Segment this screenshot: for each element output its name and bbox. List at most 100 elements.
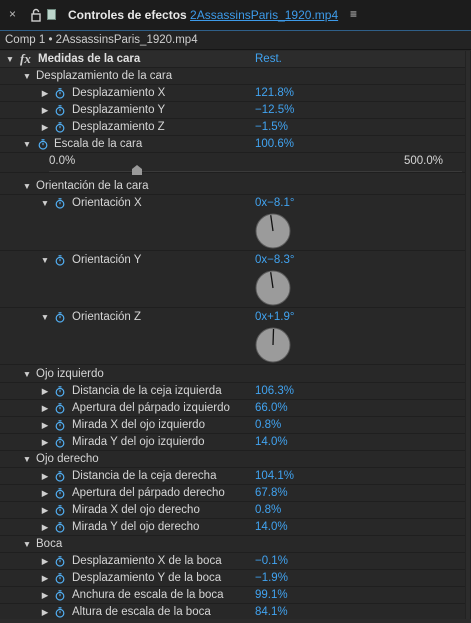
lock-icon[interactable] bbox=[30, 8, 42, 22]
property-value[interactable]: 0x+1.9° bbox=[255, 311, 295, 323]
disclosure-triangle-icon[interactable]: ▼ bbox=[5, 54, 15, 64]
vertical-scrollbar[interactable] bbox=[465, 51, 471, 623]
stopwatch-icon[interactable] bbox=[55, 88, 65, 99]
disclosure-triangle-icon[interactable]: ▼ bbox=[40, 255, 50, 265]
face-scale-slider[interactable] bbox=[49, 165, 462, 175]
property-value[interactable]: 100.6% bbox=[255, 138, 295, 150]
property-row[interactable]: ▶ Mirada Y del ojo derecho 14.0% bbox=[0, 519, 465, 536]
group-face-offset[interactable]: ▼ Desplazamiento de la cara bbox=[0, 68, 465, 85]
stopwatch-icon[interactable] bbox=[55, 471, 65, 482]
slider-thumb[interactable] bbox=[132, 165, 143, 175]
expand-triangle-icon[interactable]: ▶ bbox=[41, 607, 49, 617]
expand-triangle-icon[interactable]: ▶ bbox=[41, 573, 49, 583]
property-value[interactable]: 0.8% bbox=[255, 504, 282, 516]
property-row[interactable]: ▶ Desplazamiento Z −1.5% bbox=[0, 119, 465, 136]
property-row[interactable]: ▶ Apertura del párpado derecho 67.8% bbox=[0, 485, 465, 502]
property-row-face-scale[interactable]: ▼ Escala de la cara 100.6% bbox=[0, 136, 465, 153]
expand-triangle-icon[interactable]: ▶ bbox=[41, 590, 49, 600]
property-value[interactable]: 99.1% bbox=[255, 589, 288, 601]
property-value[interactable]: −12.5% bbox=[255, 104, 295, 116]
property-value[interactable]: 0.8% bbox=[255, 419, 282, 431]
stopwatch-icon[interactable] bbox=[55, 105, 65, 116]
property-row[interactable]: ▶ Mirada X del ojo izquierdo 0.8% bbox=[0, 417, 465, 434]
angle-dial[interactable] bbox=[255, 213, 291, 249]
property-row[interactable]: ▶ Desplazamiento X de la boca −0.1% bbox=[0, 553, 465, 570]
expand-triangle-icon[interactable]: ▶ bbox=[41, 105, 49, 115]
stopwatch-icon[interactable] bbox=[55, 312, 65, 323]
property-row[interactable]: ▶ Desplazamiento Y de la boca −1.9% bbox=[0, 570, 465, 587]
property-value[interactable]: 0x−8.1° bbox=[255, 197, 295, 209]
property-value[interactable]: 0x−8.3° bbox=[255, 254, 295, 266]
property-value[interactable]: 121.8% bbox=[255, 87, 295, 99]
property-value[interactable]: −0.1% bbox=[255, 555, 288, 567]
stopwatch-icon[interactable] bbox=[55, 122, 65, 133]
effect-row-medidas[interactable]: ▼ fx Medidas de la cara Rest. bbox=[0, 51, 465, 68]
stopwatch-icon[interactable] bbox=[55, 255, 65, 266]
disclosure-triangle-icon[interactable]: ▼ bbox=[22, 539, 32, 549]
property-row[interactable]: ▶ Desplazamiento X 121.8% bbox=[0, 85, 465, 102]
expand-triangle-icon[interactable]: ▶ bbox=[41, 88, 49, 98]
expand-triangle-icon[interactable]: ▶ bbox=[41, 437, 49, 447]
stopwatch-icon[interactable] bbox=[55, 590, 65, 601]
group-mouth[interactable]: ▼ Boca bbox=[0, 536, 465, 553]
stopwatch-icon[interactable] bbox=[38, 139, 48, 150]
stopwatch-icon[interactable] bbox=[55, 556, 65, 567]
angle-dial[interactable] bbox=[255, 270, 291, 306]
property-value[interactable]: 84.1% bbox=[255, 606, 288, 618]
property-value[interactable]: −1.5% bbox=[255, 121, 288, 133]
property-row-orientation-y[interactable]: ▼ Orientación Y 0x−8.3° bbox=[0, 252, 465, 308]
expand-triangle-icon[interactable]: ▶ bbox=[41, 403, 49, 413]
stopwatch-icon[interactable] bbox=[55, 505, 65, 516]
stopwatch-icon[interactable] bbox=[55, 522, 65, 533]
disclosure-triangle-icon[interactable]: ▼ bbox=[22, 139, 32, 149]
group-face-orientation[interactable]: ▼ Orientación de la cara bbox=[0, 178, 465, 195]
disclosure-triangle-icon[interactable]: ▼ bbox=[40, 312, 50, 322]
stopwatch-icon[interactable] bbox=[55, 386, 65, 397]
angle-dial[interactable] bbox=[255, 327, 291, 363]
property-row[interactable]: ▶ Anchura de escala de la boca 99.1% bbox=[0, 587, 465, 604]
group-right-eye[interactable]: ▼ Ojo derecho bbox=[0, 451, 465, 468]
property-value[interactable]: 66.0% bbox=[255, 402, 288, 414]
fx-icon[interactable]: fx bbox=[20, 51, 31, 66]
property-row[interactable]: ▶ Mirada X del ojo derecho 0.8% bbox=[0, 502, 465, 519]
close-icon[interactable]: × bbox=[9, 7, 17, 21]
property-value[interactable]: 67.8% bbox=[255, 487, 288, 499]
group-left-eye[interactable]: ▼ Ojo izquierdo bbox=[0, 366, 465, 383]
property-value[interactable]: 14.0% bbox=[255, 436, 288, 448]
disclosure-triangle-icon[interactable]: ▼ bbox=[22, 181, 32, 191]
stopwatch-icon[interactable] bbox=[55, 607, 65, 618]
expand-triangle-icon[interactable]: ▶ bbox=[41, 420, 49, 430]
property-value[interactable]: −1.9% bbox=[255, 572, 288, 584]
disclosure-triangle-icon[interactable]: ▼ bbox=[22, 454, 32, 464]
disclosure-triangle-icon[interactable]: ▼ bbox=[22, 369, 32, 379]
property-row[interactable]: ▶ Distancia de la ceja izquierda 106.3% bbox=[0, 383, 465, 400]
property-value[interactable]: 14.0% bbox=[255, 521, 288, 533]
property-row-orientation-x[interactable]: ▼ Orientación X 0x−8.1° bbox=[0, 195, 465, 251]
expand-triangle-icon[interactable]: ▶ bbox=[41, 488, 49, 498]
scrollbar-thumb[interactable] bbox=[466, 51, 470, 621]
expand-triangle-icon[interactable]: ▶ bbox=[41, 386, 49, 396]
expand-triangle-icon[interactable]: ▶ bbox=[41, 522, 49, 532]
property-row[interactable]: ▶ Desplazamiento Y −12.5% bbox=[0, 102, 465, 119]
stopwatch-icon[interactable] bbox=[55, 488, 65, 499]
reset-link[interactable]: Rest. bbox=[255, 53, 282, 65]
expand-triangle-icon[interactable]: ▶ bbox=[41, 556, 49, 566]
expand-triangle-icon[interactable]: ▶ bbox=[41, 505, 49, 515]
property-row-orientation-z[interactable]: ▼ Orientación Z 0x+1.9° bbox=[0, 309, 465, 365]
expand-triangle-icon[interactable]: ▶ bbox=[41, 471, 49, 481]
disclosure-triangle-icon[interactable]: ▼ bbox=[40, 198, 50, 208]
property-value[interactable]: 104.1% bbox=[255, 470, 295, 482]
expand-triangle-icon[interactable]: ▶ bbox=[41, 122, 49, 132]
stopwatch-icon[interactable] bbox=[55, 573, 65, 584]
disclosure-triangle-icon[interactable]: ▼ bbox=[22, 71, 32, 81]
property-row[interactable]: ▶ Distancia de la ceja derecha 104.1% bbox=[0, 468, 465, 485]
panel-title-file-link[interactable]: 2AssassinsParis_1920.mp4 bbox=[190, 8, 339, 22]
stopwatch-icon[interactable] bbox=[55, 403, 65, 414]
panel-menu-icon[interactable]: ≡ bbox=[350, 7, 358, 21]
stopwatch-icon[interactable] bbox=[55, 420, 65, 431]
stopwatch-icon[interactable] bbox=[55, 198, 65, 209]
stopwatch-icon[interactable] bbox=[55, 437, 65, 448]
property-value[interactable]: 106.3% bbox=[255, 385, 295, 397]
property-row[interactable]: ▶ Mirada Y del ojo izquierdo 14.0% bbox=[0, 434, 465, 451]
property-row[interactable]: ▶ Apertura del párpado izquierdo 66.0% bbox=[0, 400, 465, 417]
